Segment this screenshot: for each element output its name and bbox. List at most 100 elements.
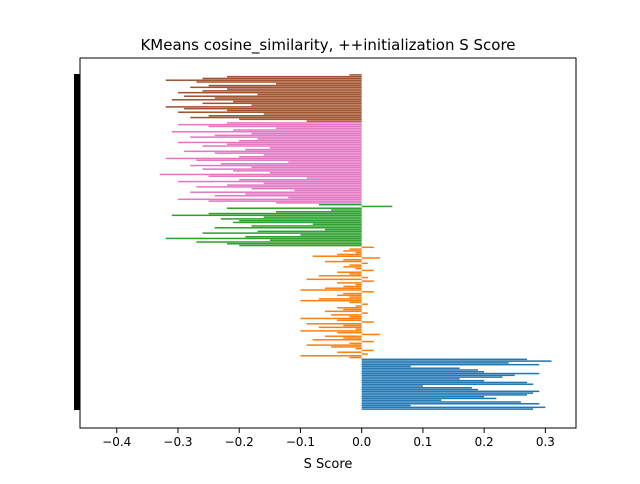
bar-series-4-22 — [196, 81, 362, 83]
bar-series-0-0 — [361, 408, 534, 410]
bar-series-3-13 — [239, 179, 362, 181]
bar-series-3-30 — [245, 148, 362, 151]
bar-series-0-8 — [361, 394, 528, 396]
bar-series-1-36 — [343, 292, 362, 295]
bar-series-0-9 — [361, 392, 534, 394]
bar-series-3-27 — [263, 154, 362, 156]
bar-series-3-43 — [208, 125, 362, 128]
bar-series-1-15 — [300, 330, 362, 332]
bar-series-0-20 — [361, 372, 540, 375]
bar-series-2-13 — [233, 221, 362, 224]
bar-series-0-12 — [361, 387, 472, 389]
bar-series-2-2 — [196, 241, 362, 243]
series-4 — [165, 74, 362, 122]
bar-series-4-9 — [251, 104, 362, 106]
bar-series-1-7 — [306, 344, 362, 346]
bar-series-2-22 — [361, 205, 393, 208]
bar-series-2-17 — [171, 214, 362, 217]
bar-series-1-54 — [324, 260, 362, 263]
bar-series-4-18 — [226, 88, 362, 90]
bar-series-3-0 — [275, 202, 362, 204]
x-axis-label: S Score — [304, 457, 353, 472]
bar-series-3-18 — [233, 170, 362, 172]
left-black-bar — [74, 74, 80, 410]
bar-series-4-3 — [208, 115, 362, 117]
bar-series-0-24 — [361, 365, 411, 368]
bar-series-1-2 — [361, 353, 368, 355]
bar-series-2-15 — [220, 218, 362, 220]
bar-series-3-39 — [251, 132, 362, 135]
bar-series-3-23 — [288, 161, 362, 163]
bar-series-3-41 — [233, 129, 362, 131]
bar-series-1-48 — [337, 271, 362, 273]
bar-series-1-8 — [349, 342, 362, 345]
bar-series-0-25 — [361, 363, 540, 366]
bar-series-3-19 — [202, 168, 362, 170]
series-1 — [300, 246, 381, 359]
bar-series-1-41 — [355, 283, 362, 286]
bar-series-3-36 — [257, 138, 362, 140]
bar-series-2-23 — [318, 203, 362, 206]
bar-series-1-51 — [343, 266, 362, 268]
bar-series-4-6 — [226, 109, 362, 112]
bar-series-3-32 — [202, 145, 362, 147]
bar-series-4-4 — [263, 113, 362, 115]
bar-series-0-11 — [361, 388, 479, 391]
bar-series-0-15 — [361, 381, 528, 384]
bar-series-1-61 — [349, 248, 362, 250]
x-tick-label: −0.4 — [102, 435, 131, 449]
bar-series-4-17 — [202, 90, 362, 92]
x-axis-ticks: −0.4 −0.3 −0.2 −0.1 0.0 0.1 0.2 0.3 — [102, 428, 555, 449]
bar-series-4-5 — [177, 111, 362, 113]
bar-series-3-31 — [269, 147, 362, 149]
bar-series-1-49 — [361, 269, 374, 272]
series-3 — [159, 122, 362, 204]
bar-series-1-26 — [324, 310, 362, 313]
bars-group — [159, 74, 552, 410]
bar-series-2-9 — [324, 228, 362, 231]
bar-series-1-47 — [349, 273, 362, 275]
bar-series-1-3 — [337, 351, 362, 353]
bar-series-4-19 — [190, 86, 362, 89]
bar-series-0-1 — [361, 406, 546, 409]
bar-series-3-25 — [165, 157, 362, 160]
x-tick-label: 0.3 — [536, 435, 555, 449]
plot-frame — [79, 57, 577, 429]
bar-series-3-29 — [184, 150, 362, 153]
bar-series-3-28 — [214, 152, 362, 154]
bar-series-4-21 — [275, 83, 362, 85]
bar-series-3-3 — [288, 196, 362, 199]
bar-series-0-17 — [361, 378, 460, 380]
bar-series-4-0 — [306, 120, 362, 122]
bar-series-1-23 — [349, 315, 362, 318]
bar-series-3-33 — [226, 143, 362, 145]
bar-series-4-24 — [202, 77, 362, 80]
bar-series-1-16 — [355, 328, 362, 330]
bar-series-2-21 — [226, 207, 362, 209]
bar-series-4-8 — [165, 106, 362, 108]
bar-series-1-38 — [300, 289, 362, 291]
bar-series-0-10 — [361, 390, 540, 393]
bar-series-4-1 — [239, 118, 362, 121]
bar-series-3-38 — [214, 134, 362, 137]
bar-series-2-0 — [239, 244, 362, 247]
bar-series-4-26 — [349, 74, 362, 76]
bar-series-1-5 — [355, 347, 362, 350]
bar-series-1-28 — [337, 307, 362, 309]
bar-series-1-35 — [337, 294, 362, 297]
bar-series-0-27 — [361, 360, 552, 362]
bar-series-1-14 — [337, 331, 362, 334]
bar-series-3-5 — [245, 193, 362, 195]
series-2 — [165, 203, 393, 247]
bar-series-4-16 — [177, 91, 362, 94]
bar-series-1-53 — [361, 262, 368, 265]
bar-series-2-12 — [312, 223, 362, 225]
bar-series-4-10 — [202, 102, 362, 105]
x-tick-label: 0.1 — [413, 435, 432, 449]
bar-series-1-57 — [312, 255, 362, 257]
bar-series-3-7 — [294, 189, 362, 192]
bar-series-1-62 — [361, 246, 374, 249]
bar-series-0-19 — [361, 374, 515, 377]
bar-series-1-22 — [300, 317, 362, 320]
bar-series-0-6 — [361, 397, 497, 400]
